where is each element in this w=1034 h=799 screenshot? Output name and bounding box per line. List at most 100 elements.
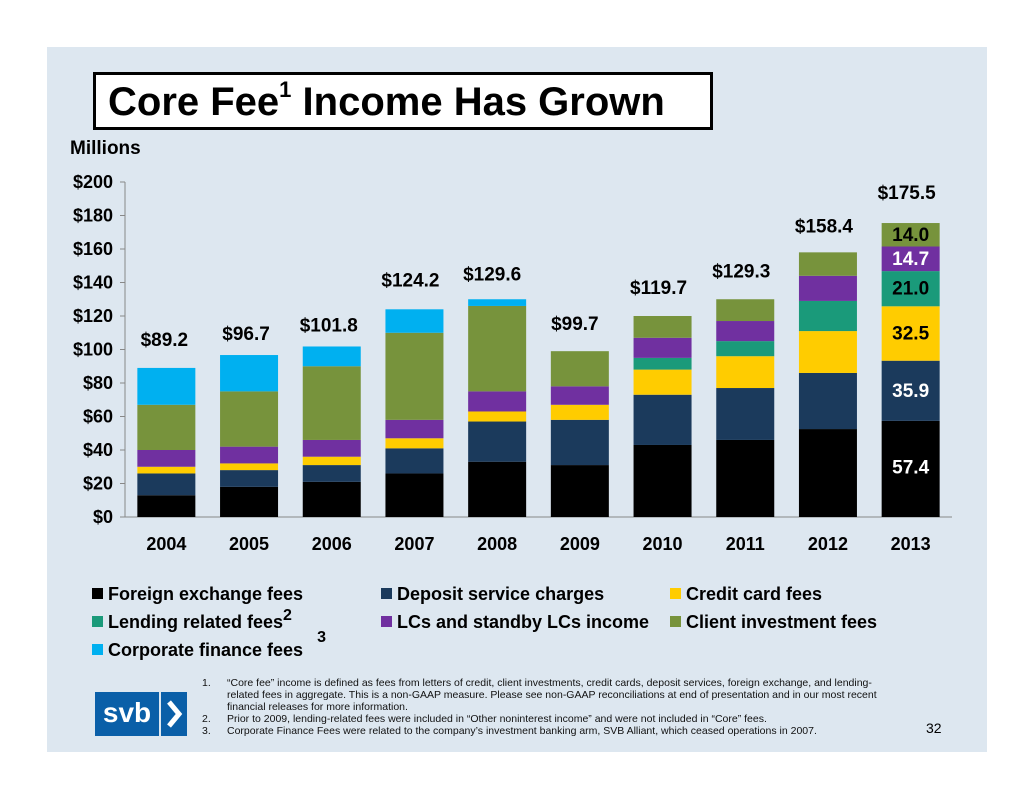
page-number: 32: [926, 720, 942, 736]
bar-segment: [302, 481, 361, 517]
y-tick-label: $20: [83, 474, 113, 494]
bar-segment: [220, 470, 279, 487]
y-tick-label: $120: [73, 306, 113, 326]
legend-item-lcs-standby: LCs and standby LCs income: [381, 612, 649, 633]
legend-item-foreign-exchange: Foreign exchange fees: [92, 584, 303, 605]
bar-total-label: $89.2: [141, 330, 189, 351]
bar-segment: [881, 246, 940, 272]
bar-total-label: $129.6: [463, 264, 521, 285]
bar-segment: [550, 351, 609, 387]
bar-segment: [633, 337, 692, 358]
bar-total-label: $119.7: [630, 278, 687, 299]
segment-value-label: 32.5: [892, 324, 929, 345]
y-tick-label: $0: [93, 507, 113, 527]
y-tick-label: $140: [73, 273, 113, 293]
y-tick-label: $100: [73, 340, 113, 360]
segment-value-label: 35.9: [892, 381, 929, 402]
x-tick-label: 2010: [643, 534, 683, 554]
bar-segment: [633, 394, 692, 445]
bar-segment: [137, 404, 196, 450]
bar-segment: [468, 421, 527, 462]
x-tick-label: 2008: [477, 534, 517, 554]
bar-segment: [798, 331, 857, 373]
bar-segment: [881, 420, 940, 517]
legend-swatch: [92, 588, 103, 599]
bar-segment: [137, 495, 196, 517]
x-tick-label: 2012: [808, 534, 848, 554]
x-tick-label: 2011: [726, 534, 765, 554]
bar-segment: [798, 252, 857, 276]
bar-total-label: $175.5: [878, 183, 937, 204]
bar-segment: [302, 456, 361, 466]
x-tick-label: 2009: [560, 534, 600, 554]
legend-item-credit-card: Credit card fees: [670, 584, 822, 605]
bar-segment: [798, 429, 857, 517]
legend-item-corporate-finance: Corporate finance fees3: [92, 629, 326, 661]
segment-value-label: 14.7: [892, 249, 929, 270]
y-tick-label: $160: [73, 239, 113, 259]
bar-total-label: $158.4: [795, 216, 854, 237]
bar-segment: [881, 223, 940, 247]
bar-segment: [220, 391, 279, 447]
bar-segment: [220, 486, 279, 517]
y-tick-label: $60: [83, 407, 113, 427]
bar-segment: [137, 473, 196, 496]
bar-segment: [633, 357, 692, 370]
bar-segment: [550, 404, 609, 420]
bar-segment: [220, 446, 279, 464]
y-tick-label: $200: [73, 172, 113, 192]
bar-segment: [220, 463, 279, 471]
bar-segment: [550, 419, 609, 466]
footnote: 2. Prior to 2009, lending-related fees we…: [202, 713, 767, 725]
legend-item-deposit-service: Deposit service charges: [381, 584, 604, 605]
units-label: Millions: [70, 138, 141, 159]
legend-swatch: [670, 588, 681, 599]
bar-segment: [137, 450, 196, 467]
bar-segment: [716, 388, 775, 440]
legend-swatch: [670, 616, 681, 627]
x-tick-label: 2007: [394, 534, 434, 554]
bar-segment: [550, 465, 609, 517]
bar-segment: [716, 341, 775, 357]
bar-segment: [633, 369, 692, 395]
page-title: Core Fee1 Income Has Grown: [108, 76, 665, 124]
logo-wordmark: svb: [95, 692, 159, 736]
bar-segment: [385, 419, 444, 439]
legend-swatch: [381, 588, 392, 599]
bar-segment: [302, 346, 361, 367]
svb-logo: svb: [95, 692, 187, 736]
bar-segment: [468, 299, 527, 306]
bar-total-label: $99.7: [551, 314, 599, 335]
bar-segment: [881, 271, 940, 307]
legend-item-client-investment: Client investment fees: [670, 612, 877, 633]
bar-total-label: $129.3: [712, 261, 770, 282]
bar-segment: [716, 439, 775, 517]
segment-value-label: 14.0: [892, 225, 929, 246]
y-tick-label: $80: [83, 373, 113, 393]
footnote: 1. “Core fee” income is defined as fees f…: [202, 677, 877, 713]
bar-segment: [137, 367, 196, 405]
x-tick-label: 2013: [891, 534, 931, 554]
bar-segment: [633, 316, 692, 338]
bar-segment: [385, 309, 444, 333]
bar-segment: [798, 275, 857, 301]
chevron-right-icon: [161, 692, 187, 736]
y-tick-label: $40: [83, 440, 113, 460]
segment-value-label: 21.0: [892, 279, 929, 300]
bar-segment: [220, 355, 279, 392]
bar-segment: [468, 461, 527, 517]
bar-segment: [716, 356, 775, 389]
bar-segment: [633, 444, 692, 517]
legend-swatch: [381, 616, 392, 627]
bar-total-label: $124.2: [381, 270, 439, 291]
y-tick-label: $180: [73, 206, 113, 226]
bar-segment: [385, 448, 444, 474]
bar-segment: [302, 465, 361, 482]
bar-segment: [468, 391, 527, 412]
x-tick-label: 2005: [229, 534, 269, 554]
x-tick-label: 2006: [312, 534, 352, 554]
bar-segment: [881, 306, 940, 361]
footnotes: 1. “Core fee” income is defined as fees f…: [202, 677, 882, 737]
segment-value-label: 57.4: [892, 458, 929, 479]
bar-segment: [550, 386, 609, 405]
